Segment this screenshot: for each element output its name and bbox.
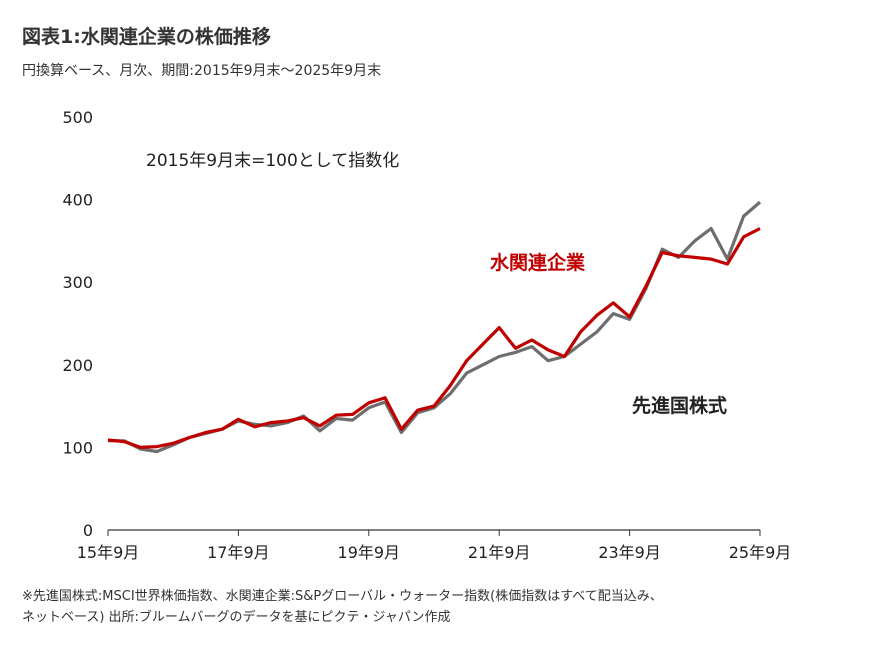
y-tick-label: 0 — [83, 521, 93, 540]
x-tick-label: 25年9月 — [729, 543, 792, 562]
series-label-developed: 先進国株式 — [632, 394, 727, 417]
y-tick-label: 400 — [62, 191, 93, 210]
x-tick-label: 23年9月 — [598, 543, 661, 562]
y-tick-label: 200 — [62, 356, 93, 375]
x-tick-label: 21年9月 — [468, 543, 531, 562]
footnote-line-2: ネットベース) 出所:ブルームバーグのデータを基にピクテ・ジャパン作成 — [22, 610, 451, 625]
footnote: ※先進国株式:MSCI世界株価指数、水関連企業:S&Pグローバル・ウォーター指数… — [22, 586, 862, 628]
y-tick-label: 300 — [62, 273, 93, 292]
series-line-water — [107, 227, 761, 449]
y-tick-label: 100 — [62, 438, 93, 457]
x-tick-label: 19年9月 — [338, 543, 401, 562]
y-tick-label: 500 — [62, 108, 93, 127]
chart-title: 図表1:水関連企業の株価推移 — [22, 26, 271, 48]
line-chart: 0 100 200 300 400 500 15年9月 17年9月 19年9月 21年9月 23年… — [62, 108, 792, 562]
chart-subtitle: 円換算ベース、月次、期間:2015年9月末〜2025年9月末 — [22, 63, 382, 79]
x-tick-label: 15年9月 — [77, 543, 140, 562]
series-lines — [107, 200, 762, 454]
index-note: 2015年9月末=100として指数化 — [146, 151, 399, 171]
y-axis-ticks: 0 100 200 300 400 500 — [62, 108, 93, 540]
x-tick-label: 17年9月 — [207, 543, 270, 562]
series-label-water: 水関連企業 — [490, 251, 586, 274]
x-axis-ticks: 15年9月 17年9月 19年9月 21年9月 23年9月 25年9月 — [77, 530, 792, 562]
footnote-line-1: ※先進国株式:MSCI世界株価指数、水関連企業:S&Pグローバル・ウォーター指数… — [22, 589, 663, 604]
